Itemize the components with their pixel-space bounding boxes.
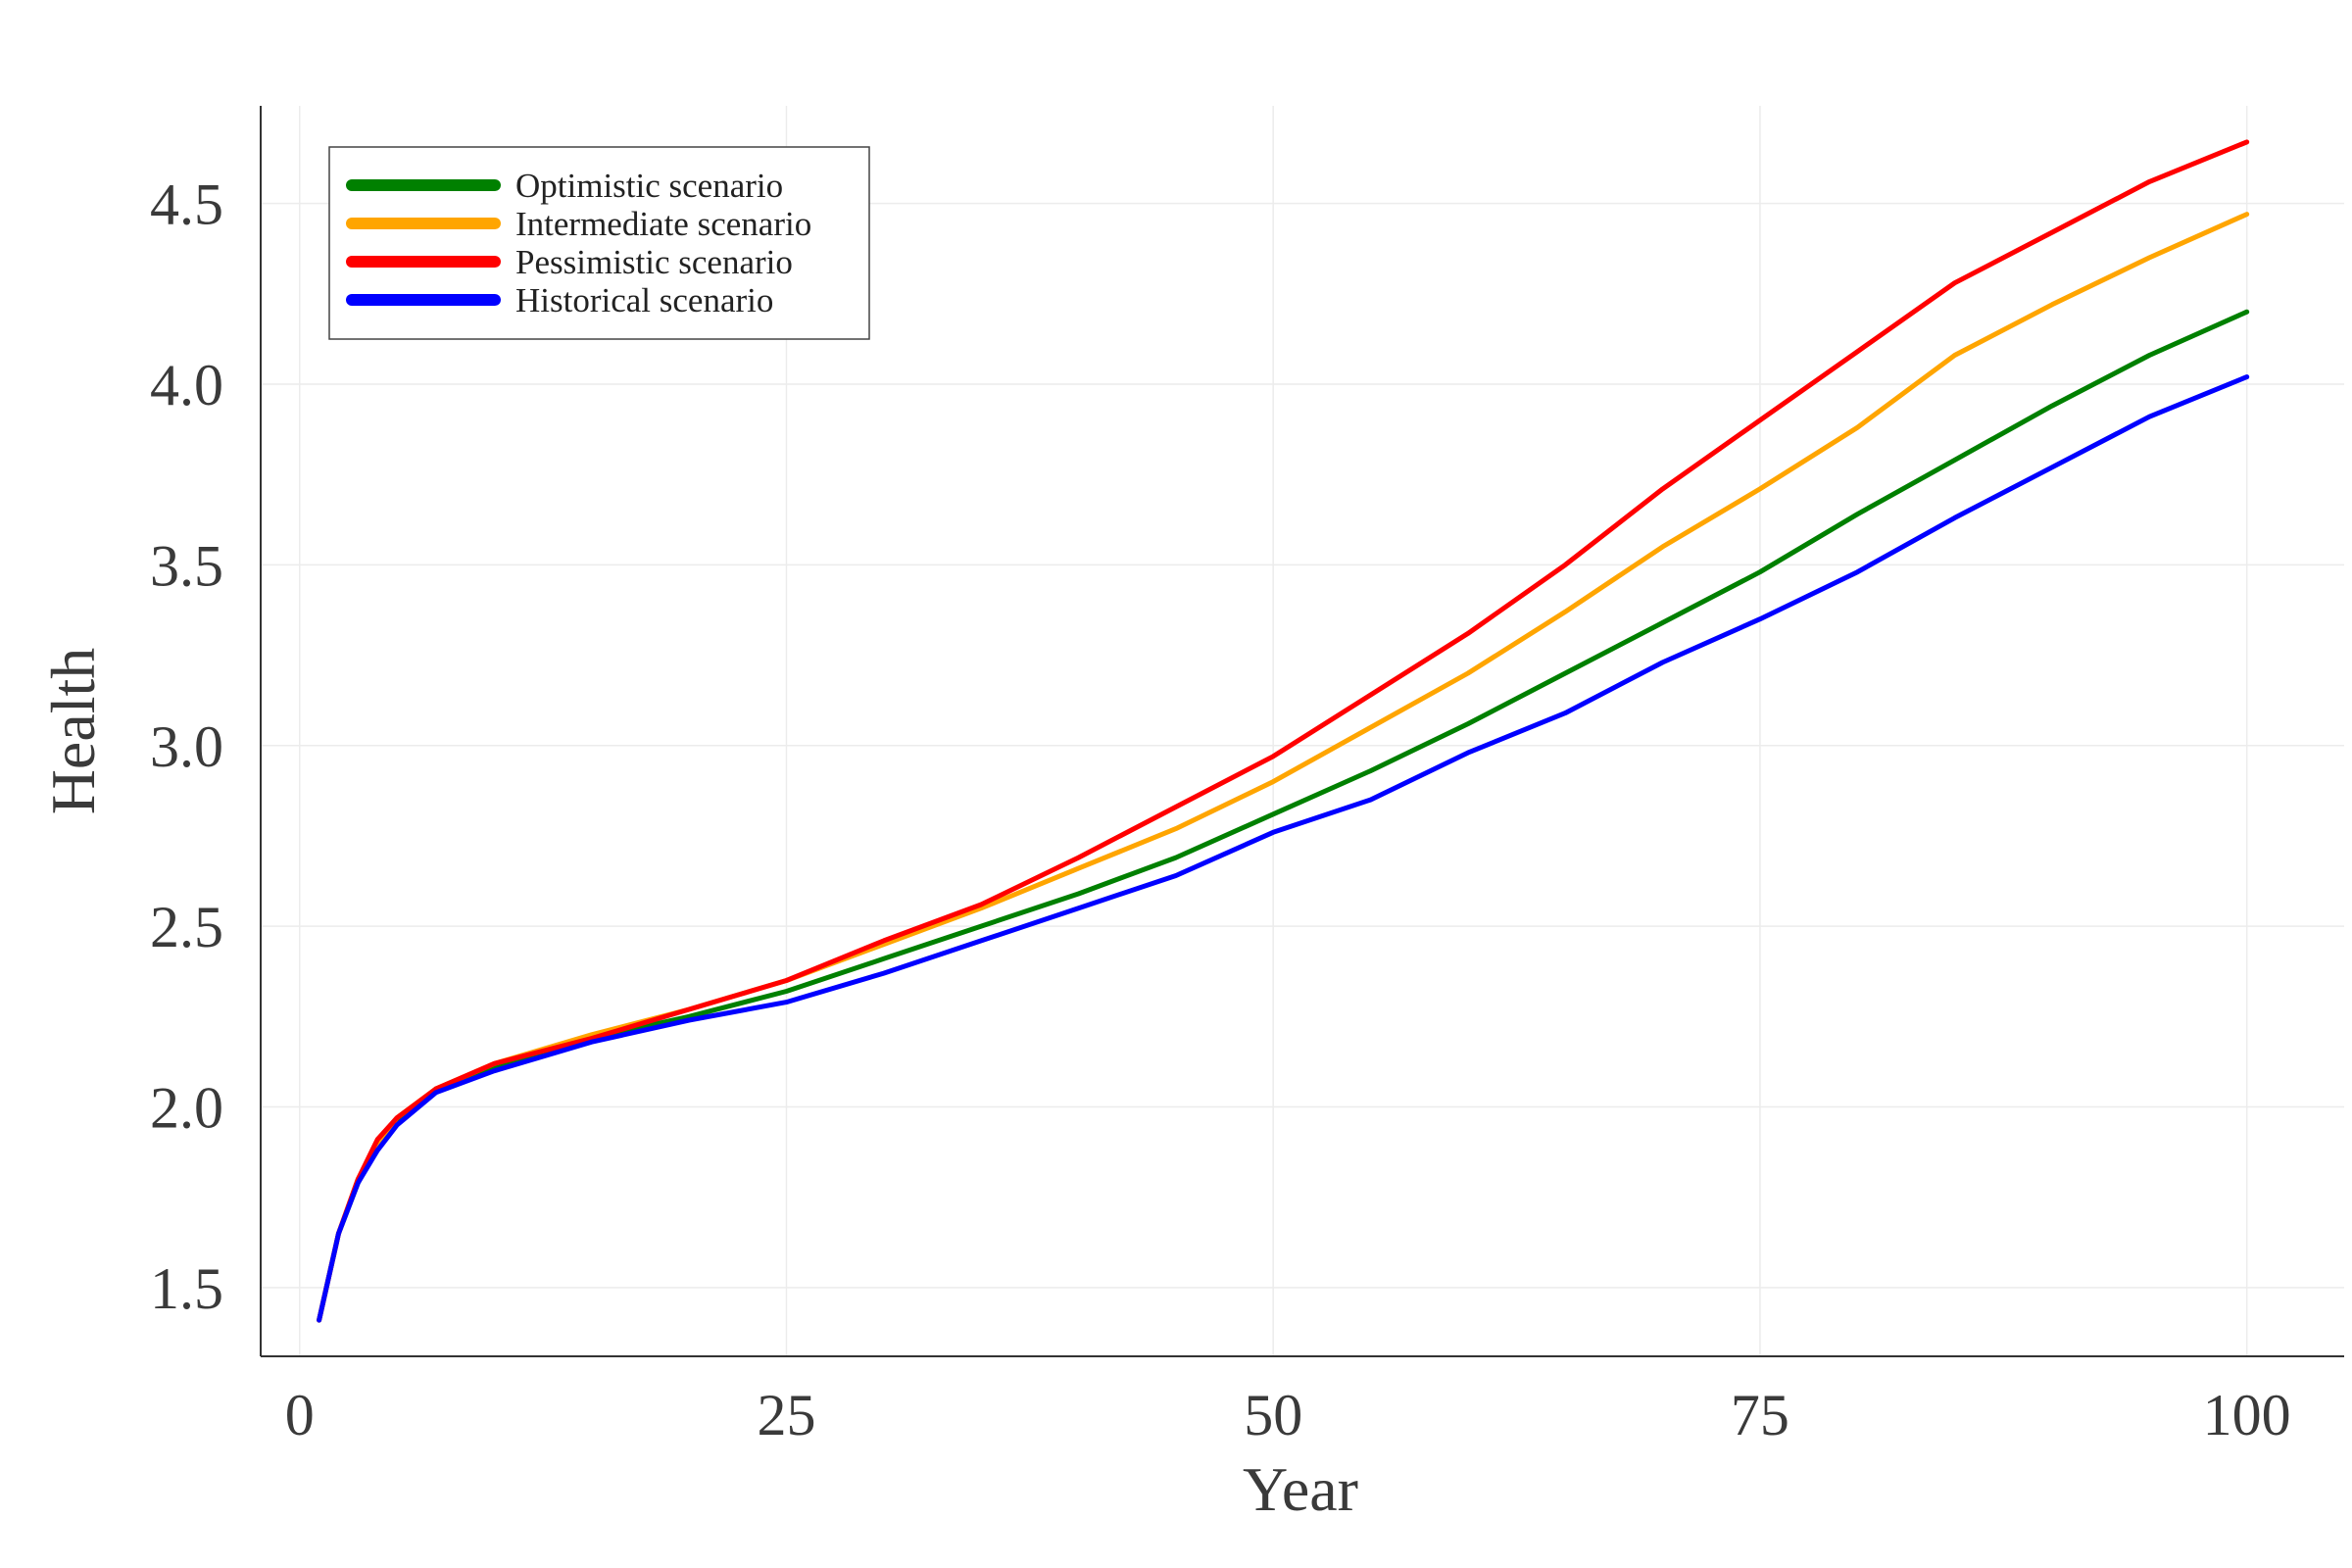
axes <box>260 106 2344 1357</box>
y-tick-label: 4.5 <box>150 172 223 237</box>
legend-box <box>328 146 870 340</box>
x-tick-label: 50 <box>1244 1383 1302 1447</box>
series-line <box>317 309 2250 1323</box>
y-tick-label: 3.0 <box>150 714 223 779</box>
series-line <box>317 212 2250 1323</box>
y-tick-label: 3.5 <box>150 533 223 598</box>
y-tick-label: 4.0 <box>150 353 223 417</box>
x-tick-label: 25 <box>757 1383 815 1447</box>
legend-label: Intermediate scenario <box>515 205 811 243</box>
x-axis-title: Year <box>1243 1454 1358 1524</box>
legend-label: Pessimistic scenario <box>515 243 793 281</box>
series-line <box>317 374 2250 1323</box>
series-line <box>317 139 2250 1323</box>
y-axis-title: Health <box>38 648 108 815</box>
y-tick-label: 2.0 <box>150 1076 223 1141</box>
x-tick-label: 75 <box>1731 1383 1789 1447</box>
x-tick-label: 100 <box>2203 1383 2291 1447</box>
series-lines <box>317 139 2250 1323</box>
x-tick-label: 0 <box>285 1383 315 1447</box>
legend-label: Historical scenario <box>515 281 773 319</box>
y-tick-label: 1.5 <box>150 1256 223 1321</box>
tick-labels: 0 25 50 75 100 1.5 2.0 2.5 3.0 3.5 4.0 4.5 <box>150 172 2291 1447</box>
legend-label: Optimistic scenario <box>515 167 783 205</box>
y-tick-label: 2.5 <box>150 895 223 959</box>
